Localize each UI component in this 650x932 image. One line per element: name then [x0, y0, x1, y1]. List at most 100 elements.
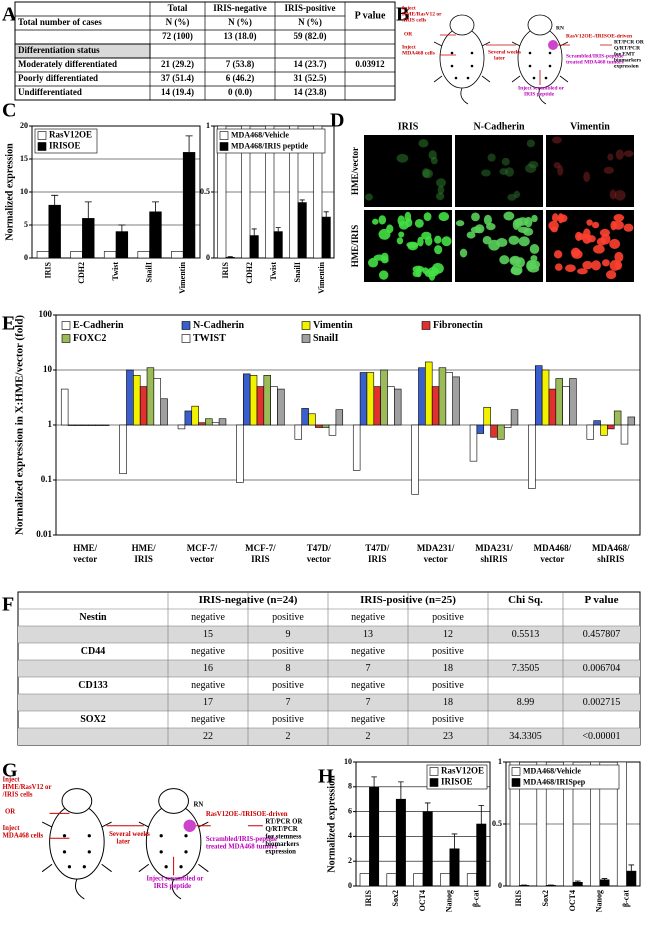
table-cell: 18 [443, 697, 453, 708]
cell [609, 238, 621, 250]
bar [616, 761, 627, 887]
cell [586, 219, 593, 226]
legend-swatch [181, 334, 191, 343]
cell [607, 153, 614, 161]
diagram-text: expression [614, 63, 639, 69]
legend-swatch [511, 767, 521, 776]
cell [613, 213, 625, 222]
shaded-row [18, 660, 640, 677]
panel-letter: G [2, 760, 18, 782]
table-cell: 12 [443, 629, 453, 640]
bar [600, 424, 608, 436]
diagram-text: treated MDA468 tumors [566, 59, 624, 65]
table-cell: 0.006704 [583, 663, 621, 674]
bar [359, 873, 370, 887]
mammary-dot [466, 76, 470, 80]
header-cell: P value [585, 594, 619, 606]
cell [434, 245, 443, 255]
cell [552, 213, 559, 223]
cell [614, 189, 626, 201]
shaded-row [18, 626, 640, 643]
x-tick-label: CDH2 [77, 262, 86, 284]
x-tick-label: Twist [269, 262, 278, 281]
mouse-body [439, 27, 485, 89]
y-tick-label: 100 [39, 309, 53, 319]
cell [396, 237, 404, 245]
bar [476, 424, 485, 434]
diagram-text: RN [556, 25, 564, 31]
cell [396, 153, 409, 163]
bar [182, 152, 196, 259]
diagram-text: Scrambled/IRIS-peptide [566, 53, 624, 59]
cell [571, 249, 583, 259]
cell [372, 218, 379, 225]
table-cell: positive [272, 612, 304, 623]
y-tick-label: 0 [348, 881, 352, 890]
x-tick-label: T47D/vector [307, 543, 332, 564]
cell [529, 244, 540, 254]
legend-label: MDA468/Vehicle [523, 766, 581, 775]
cell [501, 157, 510, 166]
diagram-text: biomarkers [614, 57, 641, 63]
cell [591, 260, 601, 271]
bar [273, 231, 283, 259]
column-label: IRIS [398, 121, 419, 132]
cell [517, 226, 530, 233]
cell [526, 139, 535, 148]
header-cell: IRIS-positive (n=25) [360, 594, 456, 606]
table-cell: 0.03912 [355, 59, 385, 69]
cell [417, 236, 424, 247]
mouse-body [49, 804, 105, 880]
x-tick-label: Twist [111, 262, 120, 281]
table-cell: <0.00001 [582, 731, 620, 742]
table-cell: 18 [443, 663, 453, 674]
bar-chart: 0 0.5 1 IRIS Sox2 OCT4 Nanog β-cat MDA468/Vehicl… [492, 757, 641, 912]
bar-chart: 0.01 0.1 1 10 100 HME/vector HME/IRIS MCF-7/vec… [14, 309, 641, 564]
table-cell: N (%) [228, 17, 252, 27]
diagram-text: IRIS peptide [154, 883, 191, 890]
table-cell: 0.457807 [583, 629, 621, 640]
cell [601, 259, 610, 267]
bar [139, 386, 148, 426]
x-tick-label: IRIS [44, 261, 53, 278]
bar [425, 361, 433, 426]
bar [301, 408, 309, 426]
mammary-dot [164, 865, 168, 869]
y-tick-label: 6 [348, 806, 352, 815]
cell [418, 139, 429, 148]
bar [394, 388, 402, 426]
bar [184, 410, 193, 426]
diagram-text: RT/PCR OR [265, 819, 302, 826]
x-tick-label: β-cat [621, 890, 630, 907]
cell [576, 268, 588, 275]
cell [466, 231, 476, 239]
bar [548, 388, 557, 426]
error-bar [151, 201, 160, 212]
cell [483, 214, 492, 226]
mammary-dot [62, 834, 67, 838]
table-cell: positive [432, 680, 464, 691]
legend-label: MDA468/Vehicle [231, 130, 289, 139]
y-tick-label: 5 [24, 220, 28, 229]
x-tick-label: MDA231/vector [417, 543, 455, 564]
legend-swatch [219, 131, 229, 140]
tumor [183, 819, 196, 832]
cell [378, 228, 391, 240]
mammary-dot [67, 865, 72, 869]
bar [277, 388, 285, 426]
mammary-dot [87, 834, 91, 838]
legend-swatch [37, 131, 47, 140]
cell [554, 263, 563, 271]
table-cell: 59 (82.0) [294, 31, 327, 41]
bar [590, 761, 601, 887]
bar [315, 424, 323, 428]
bar [627, 416, 636, 426]
cell [430, 156, 438, 165]
error-bar [299, 199, 305, 203]
cell [434, 235, 442, 244]
y-tick-label: 0 [24, 253, 28, 262]
bar [509, 761, 520, 887]
tumor [548, 40, 558, 50]
